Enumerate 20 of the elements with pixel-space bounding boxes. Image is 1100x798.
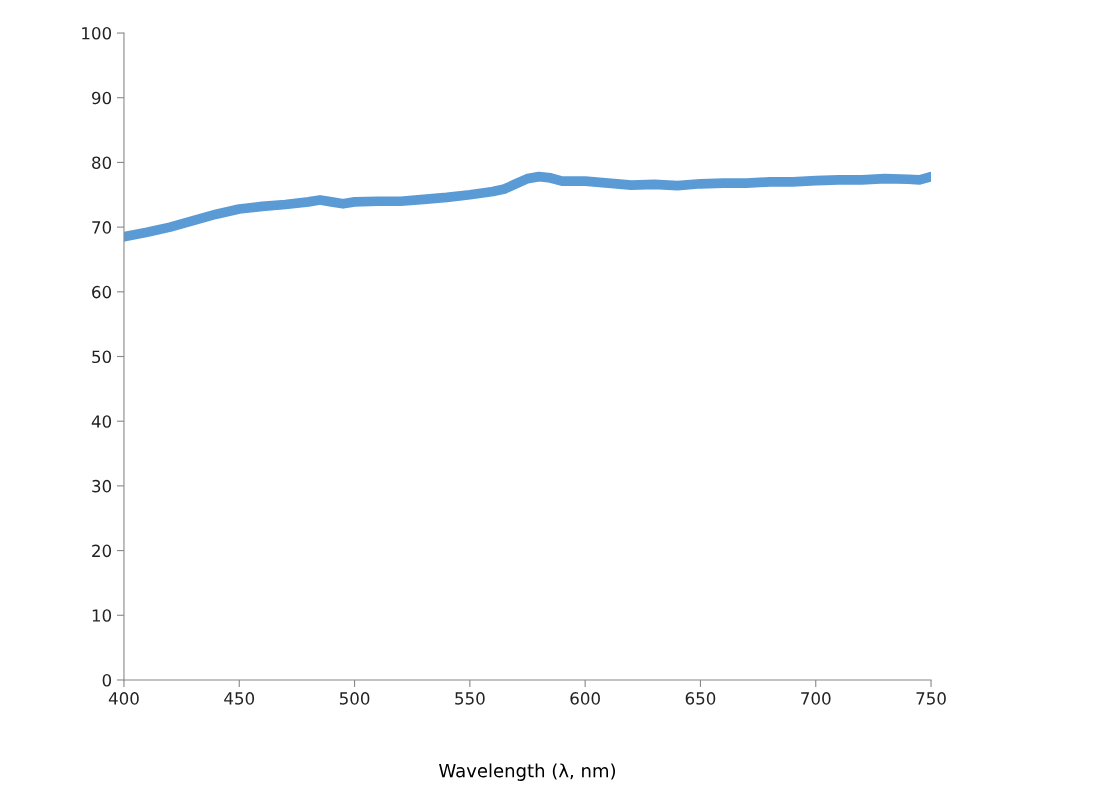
x-tick-label: 750 bbox=[916, 692, 946, 705]
y-tick-label: 90 bbox=[92, 91, 112, 105]
y-tick-label: 100 bbox=[82, 27, 112, 40]
x-tick-label: 700 bbox=[801, 692, 831, 705]
y-tick-label: 50 bbox=[92, 350, 112, 364]
y-tick-label: 20 bbox=[92, 544, 112, 558]
y-tick-label: 30 bbox=[92, 479, 112, 493]
x-tick-label: 650 bbox=[685, 692, 716, 705]
y-tick-label: 40 bbox=[91, 415, 112, 428]
x-tick-label: 550 bbox=[455, 692, 485, 705]
x-axis-title: Wavelength (λ, nm) bbox=[439, 763, 616, 781]
y-tick-label: 80 bbox=[92, 156, 112, 169]
y-tick-label: 0 bbox=[102, 673, 112, 687]
y-tick-label: 60 bbox=[92, 285, 112, 299]
y-tick-label: 10 bbox=[92, 609, 112, 622]
x-tick-label: 400 bbox=[108, 692, 139, 705]
y-tick-label: 70 bbox=[92, 221, 112, 234]
x-tick-label: 500 bbox=[339, 692, 370, 705]
x-tick-label: 600 bbox=[570, 692, 600, 705]
x-tick-label: 450 bbox=[224, 692, 255, 705]
